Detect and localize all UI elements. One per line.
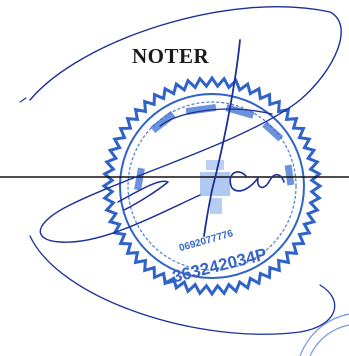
- seal-emblem: [200, 160, 230, 214]
- partial-corner-stamp: [299, 313, 349, 356]
- seal-inner-ring-2: [127, 101, 297, 271]
- document-heading: NOTER: [132, 44, 210, 68]
- seal-outer-serrated-ring: [101, 75, 323, 297]
- seal-number-line-1: 0692077776: [178, 228, 235, 254]
- seal-inner-ring: [119, 93, 305, 279]
- handwritten-signature: [19, 6, 342, 335]
- seal-number-line-2: L363242034P: [160, 245, 268, 289]
